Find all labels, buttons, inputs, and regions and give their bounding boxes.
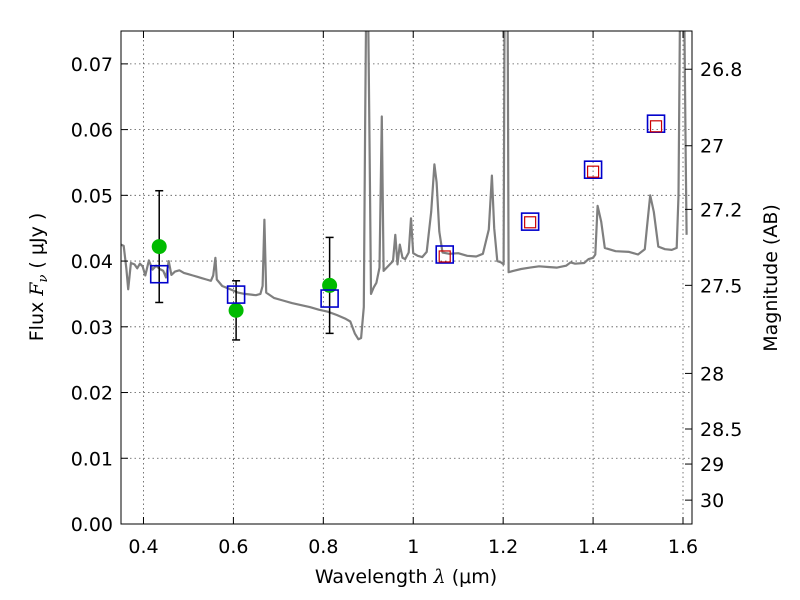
y-tick-label: 0.07 bbox=[71, 54, 113, 76]
model-photometry-square bbox=[149, 264, 169, 284]
grid bbox=[121, 31, 692, 525]
spectrum-layer bbox=[121, 31, 688, 341]
y2-axis-title: Magnitude (AB) bbox=[760, 204, 782, 352]
x-tick-label: 1.4 bbox=[578, 536, 608, 558]
mag-tick-label: 28.5 bbox=[700, 419, 742, 441]
y-tick-label: 0.01 bbox=[71, 448, 113, 470]
x-tick-label: 1.2 bbox=[488, 536, 518, 558]
model-photometry-square bbox=[520, 212, 540, 231]
x-tick-label: 0.6 bbox=[218, 536, 248, 558]
model-photometry-square bbox=[226, 285, 246, 304]
upper-limit-square bbox=[586, 165, 600, 178]
x-tick-label: 1.6 bbox=[668, 536, 698, 558]
observed-flux-point bbox=[322, 277, 338, 293]
y-axis-title: Flux Fν ( μJy ) bbox=[26, 213, 51, 342]
x-tick-label: 1 bbox=[407, 536, 419, 558]
x-axis-title: Wavelength λ (μm) bbox=[315, 566, 497, 588]
mag-tick-label: 29 bbox=[700, 454, 724, 476]
y-tick-label: 0.05 bbox=[71, 185, 113, 207]
upper-limit-square bbox=[438, 250, 451, 263]
upper-limit-square bbox=[649, 120, 663, 133]
model-photometry-square bbox=[583, 160, 603, 179]
model-photometry-square bbox=[320, 289, 339, 308]
y-tick-label: 0.06 bbox=[71, 120, 113, 142]
mag-tick-label: 30 bbox=[700, 490, 724, 512]
observed-flux-point bbox=[228, 302, 244, 318]
plot-frame bbox=[120, 30, 693, 525]
mag-tick-label: 27.5 bbox=[700, 275, 742, 297]
y-tick-label: 0.00 bbox=[71, 514, 113, 536]
x-tick-label: 0.4 bbox=[128, 536, 158, 558]
mag-tick-label: 27 bbox=[700, 136, 724, 158]
mag-tick-label: 28 bbox=[700, 363, 724, 385]
observed-flux-point bbox=[151, 239, 167, 255]
y-tick-label: 0.04 bbox=[71, 251, 113, 273]
model-spectrum-line bbox=[121, 31, 688, 341]
mag-tick-label: 27.2 bbox=[700, 199, 742, 221]
data-points bbox=[149, 114, 666, 341]
axes-ticks: 0.4 0.6 0.8 1 1.2 1.4 1.6 0.00 0.01 0.02 0.03 0.04 0… bbox=[71, 31, 742, 558]
mag-tick-label: 26.8 bbox=[700, 59, 742, 81]
upper-limit-square bbox=[524, 216, 537, 229]
y-tick-label: 0.03 bbox=[71, 317, 113, 339]
x-tick-label: 0.8 bbox=[308, 536, 338, 558]
model-photometry-square bbox=[435, 245, 455, 264]
y-tick-label: 0.02 bbox=[71, 383, 113, 405]
